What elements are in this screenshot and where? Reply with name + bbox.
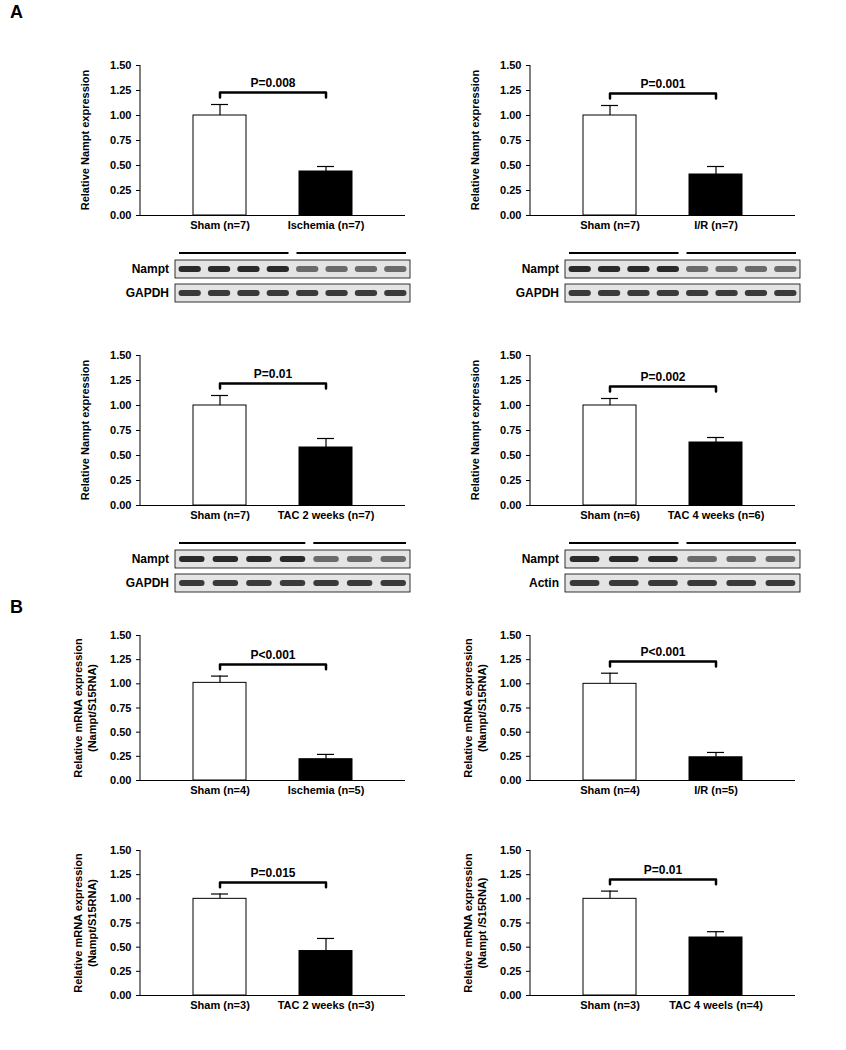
html-text:Relative Nampt expression: Relative Nampt expression <box>468 69 481 211</box>
svg-text:0.50: 0.50 <box>110 449 131 461</box>
svg-text:GAPDH: GAPDH <box>516 286 559 300</box>
html-text:Relative mRNA expression (Namp: Relative mRNA expression (Nampt/S15RNA) <box>71 637 98 778</box>
svg-text:TAC 4 weeks (n=6): TAC 4 weeks (n=6) <box>668 509 765 521</box>
svg-text:GAPDH: GAPDH <box>126 576 169 590</box>
svg-text:0.00: 0.00 <box>500 499 521 511</box>
html-text:Relative Nampt expression: Relative Nampt expression <box>78 69 91 211</box>
svg-text:I/R (n=5): I/R (n=5) <box>694 784 738 796</box>
svg-text:1.50: 1.50 <box>500 349 521 361</box>
svg-text:0.25: 0.25 <box>500 965 521 977</box>
html-text:Relative mRNA expression (Namp: Relative mRNA expression (Nampt/S15RNA) <box>461 637 488 778</box>
svg-text:Sham (n=3): Sham (n=3) <box>580 999 640 1011</box>
svg-text:0.25: 0.25 <box>500 750 521 762</box>
svg-text:Nampt: Nampt <box>522 262 559 276</box>
svg-text:Nampt: Nampt <box>132 552 169 566</box>
svg-text:P=0.002: P=0.002 <box>640 370 685 384</box>
svg-text:1.00: 1.00 <box>500 677 521 689</box>
svg-text:0.25: 0.25 <box>500 184 521 196</box>
svg-text:TAC 2 weeks (n=7): TAC 2 weeks (n=7) <box>278 509 375 521</box>
svg-text:0.50: 0.50 <box>110 726 131 738</box>
svg-text:1.50: 1.50 <box>110 629 131 641</box>
svg-text:0.00: 0.00 <box>500 774 521 786</box>
svg-text:1.00: 1.00 <box>500 892 521 904</box>
svg-text:0.50: 0.50 <box>110 159 131 171</box>
svg-text:1.50: 1.50 <box>500 844 521 856</box>
svg-text:P=0.01: P=0.01 <box>254 367 293 381</box>
svg-text:1.00: 1.00 <box>110 109 131 121</box>
svg-text:Sham (n=4): Sham (n=4) <box>580 784 640 796</box>
svg-text:0.00: 0.00 <box>110 774 131 786</box>
svg-text:0.50: 0.50 <box>110 941 131 953</box>
svg-text:0.00: 0.00 <box>500 989 521 1001</box>
svg-text:0.50: 0.50 <box>500 159 521 171</box>
svg-text:0.25: 0.25 <box>110 965 131 977</box>
svg-text:1.25: 1.25 <box>110 868 131 880</box>
svg-text:1.25: 1.25 <box>500 84 521 96</box>
svg-text:GAPDH: GAPDH <box>126 286 169 300</box>
svg-text:0.25: 0.25 <box>110 474 131 486</box>
svg-text:1.50: 1.50 <box>500 59 521 71</box>
svg-text:0.00: 0.00 <box>110 499 131 511</box>
svg-text:1.50: 1.50 <box>110 844 131 856</box>
svg-text:1.00: 1.00 <box>500 399 521 411</box>
svg-text:0.75: 0.75 <box>110 424 131 436</box>
html-text:Relative mRNA expression (Namp: Relative mRNA expression (Nampt/S15RNA) <box>71 852 98 993</box>
svg-text:0.25: 0.25 <box>110 184 131 196</box>
html-text:Relative Nampt expression: Relative Nampt expression <box>78 359 91 501</box>
svg-text:Sham (n=7): Sham (n=7) <box>190 509 250 521</box>
svg-text:1.00: 1.00 <box>110 399 131 411</box>
svg-text:Sham (n=3): Sham (n=3) <box>190 999 250 1011</box>
svg-text:0.75: 0.75 <box>500 702 521 714</box>
svg-text:P=0.015: P=0.015 <box>250 866 295 880</box>
svg-text:1.50: 1.50 <box>500 629 521 641</box>
svg-text:1.00: 1.00 <box>110 677 131 689</box>
svg-text:1.25: 1.25 <box>110 653 131 665</box>
svg-text:Sham (n=6): Sham (n=6) <box>580 509 640 521</box>
svg-text:Actin: Actin <box>529 576 559 590</box>
svg-text:1.25: 1.25 <box>500 653 521 665</box>
svg-text:0.75: 0.75 <box>500 134 521 146</box>
svg-text:Ischemia (n=5): Ischemia (n=5) <box>288 784 365 796</box>
svg-text:0.00: 0.00 <box>500 209 521 221</box>
svg-text:0.75: 0.75 <box>110 134 131 146</box>
svg-text:1.50: 1.50 <box>110 59 131 71</box>
html-text:A: A <box>10 2 23 22</box>
svg-text:P=0.001: P=0.001 <box>640 77 685 91</box>
svg-text:1.25: 1.25 <box>110 84 131 96</box>
svg-text:0.00: 0.00 <box>110 209 131 221</box>
svg-text:0.25: 0.25 <box>500 474 521 486</box>
svg-text:Sham (n=7): Sham (n=7) <box>580 219 640 231</box>
svg-text:0.75: 0.75 <box>500 424 521 436</box>
svg-text:Nampt: Nampt <box>522 552 559 566</box>
svg-text:Nampt: Nampt <box>132 262 169 276</box>
svg-text:P<0.001: P<0.001 <box>250 648 295 662</box>
svg-text:P=0.008: P=0.008 <box>250 76 295 90</box>
svg-text:Ischemia (n=7): Ischemia (n=7) <box>288 219 365 231</box>
svg-text:I/R (n=7): I/R (n=7) <box>694 219 738 231</box>
html-text:B: B <box>10 597 23 617</box>
svg-text:0.75: 0.75 <box>110 917 131 929</box>
svg-text:0.75: 0.75 <box>500 917 521 929</box>
svg-text:Sham (n=7): Sham (n=7) <box>190 219 250 231</box>
svg-text:1.25: 1.25 <box>500 868 521 880</box>
svg-text:0.25: 0.25 <box>110 750 131 762</box>
html-text:Relative Nampt expression: Relative Nampt expression <box>468 359 481 501</box>
svg-text:0.50: 0.50 <box>500 449 521 461</box>
svg-text:0.50: 0.50 <box>500 726 521 738</box>
svg-text:1.00: 1.00 <box>110 892 131 904</box>
svg-text:0.75: 0.75 <box>110 702 131 714</box>
svg-text:0.50: 0.50 <box>500 941 521 953</box>
svg-text:P<0.001: P<0.001 <box>640 645 685 659</box>
svg-text:1.25: 1.25 <box>110 374 131 386</box>
svg-text:1.25: 1.25 <box>500 374 521 386</box>
svg-text:1.00: 1.00 <box>500 109 521 121</box>
svg-text:TAC 2 weeks (n=3): TAC 2 weeks (n=3) <box>278 999 375 1011</box>
svg-text:P=0.01: P=0.01 <box>644 863 683 877</box>
svg-text:0.00: 0.00 <box>110 989 131 1001</box>
svg-text:1.50: 1.50 <box>110 349 131 361</box>
html-text:Relative mRNA expression (Namp: Relative mRNA expression (Nampt /S15RNA) <box>461 852 488 993</box>
svg-text:TAC 4 weels (n=4): TAC 4 weels (n=4) <box>669 999 763 1011</box>
svg-text:Sham (n=4): Sham (n=4) <box>190 784 250 796</box>
